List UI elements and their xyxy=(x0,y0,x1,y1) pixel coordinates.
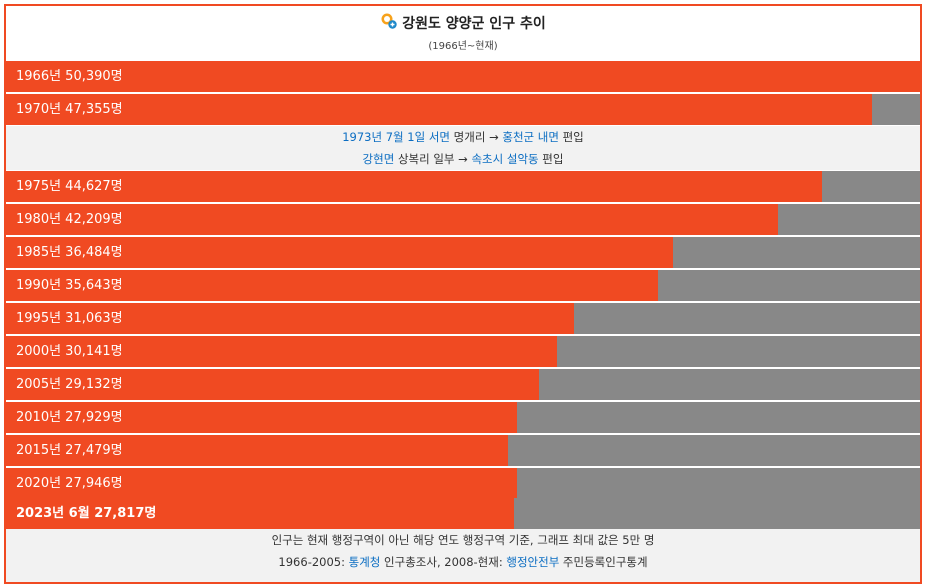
bar-label: 2015년 27,479명 xyxy=(16,443,123,458)
bar-label: 2005년 29,132명 xyxy=(16,377,123,392)
link-sokcho-seorak[interactable]: 속초시 설악동 xyxy=(471,152,539,166)
bar-row: 2015년 27,479명 xyxy=(6,435,920,466)
chart-footer: 인구는 현재 행정구역이 아닌 해당 연도 행정구역 기준, 그래프 최대 값은… xyxy=(6,529,920,582)
bar-label: 1970년 47,355명 xyxy=(16,102,123,117)
chart-header: 강원도 양양군 인구 추이 (1966년~현재) xyxy=(6,6,920,61)
bar xyxy=(6,94,872,125)
link-mois[interactable]: 행정안전부 xyxy=(506,555,560,569)
bar-label: 2000년 30,141명 xyxy=(16,344,123,359)
footer-text: 주민등록인구통계 xyxy=(559,555,648,569)
bar-label: 1985년 36,484명 xyxy=(16,245,123,260)
bar xyxy=(6,171,822,202)
bar xyxy=(6,237,673,268)
bar-label: 1990년 35,643명 xyxy=(16,278,123,293)
bar xyxy=(6,369,539,400)
bar-label: 2010년 27,929명 xyxy=(16,410,123,425)
note-text: 편입 xyxy=(538,152,564,166)
bar xyxy=(6,61,920,92)
bar xyxy=(6,402,517,433)
bar xyxy=(6,204,778,235)
bar xyxy=(6,303,574,334)
bar xyxy=(6,435,508,466)
bar-row: 1995년 31,063명 xyxy=(6,303,920,334)
bar-row: 2005년 29,132명 xyxy=(6,369,920,400)
bar-row: 1985년 36,484명 xyxy=(6,237,920,268)
note-text: 편입 xyxy=(558,130,584,144)
link-hongcheon-naemyeon[interactable]: 홍천군 내면 xyxy=(502,130,559,144)
footer-line-1: 인구는 현재 행정구역이 아닌 해당 연도 행정구역 기준, 그래프 최대 값은… xyxy=(271,533,655,547)
chart-title: 강원도 양양군 인구 추이 xyxy=(402,16,546,32)
bar xyxy=(6,468,517,499)
footer-text: 인구총조사, 2008-현재: xyxy=(380,555,507,569)
bar xyxy=(6,498,514,529)
population-chart-frame: 강원도 양양군 인구 추이 (1966년~현재) 1966년 50,390명 19… xyxy=(4,4,922,584)
bar xyxy=(6,336,557,367)
bar-row: 1980년 42,209명 xyxy=(6,204,920,235)
bar-label: 2020년 27,946명 xyxy=(16,476,123,491)
bar-label: 2023년 6월 27,817명 xyxy=(16,506,157,521)
note-text: 명개리 → xyxy=(450,130,503,144)
bar-label: 1995년 31,063명 xyxy=(16,311,123,326)
bar-label: 1980년 42,209명 xyxy=(16,212,123,227)
bar-row: 1966년 50,390명 xyxy=(6,61,920,92)
chart-subtitle: (1966년~현재) xyxy=(428,41,498,52)
bar-label: 1975년 44,627명 xyxy=(16,179,123,194)
footer-text: 1966-2005: xyxy=(278,555,349,569)
bar-row: 1990년 35,643명 xyxy=(6,270,920,301)
bar-rows: 1966년 50,390명 1970년 47,355명 1975년 44,627명 1… xyxy=(6,6,920,582)
note-text: 상복리 일부 → xyxy=(394,152,472,166)
bar xyxy=(6,270,658,301)
footer-line-2: 1966-2005: 통계청 인구총조사, 2008-현재: 행정안전부 주민등… xyxy=(6,551,920,573)
link-ganghyeon[interactable]: 강현면 xyxy=(362,152,395,166)
link-kostat[interactable]: 통계청 xyxy=(348,555,381,569)
boundary-change-note: 1973년 7월 1일 서면 명개리 → 홍천군 내면 편입 강현면 상복리 일… xyxy=(6,126,920,170)
bar-row: 2000년 30,141명 xyxy=(6,336,920,367)
bar-row: 2023년 6월 27,817명 xyxy=(6,498,920,529)
bar-row: 2020년 27,946명 xyxy=(6,468,920,499)
link-seomyeon[interactable]: 1973년 7월 1일 서면 xyxy=(342,130,451,144)
bar-label: 1966년 50,390명 xyxy=(16,69,123,84)
note-line-1: 1973년 7월 1일 서면 명개리 → 홍천군 내면 편입 xyxy=(6,126,920,148)
bar-row: 1970년 47,355명 xyxy=(6,94,920,125)
bar-row: 2010년 27,929명 xyxy=(6,402,920,433)
note-line-2: 강현면 상복리 일부 → 속초시 설악동 편입 xyxy=(6,148,920,170)
bar-row: 1975년 44,627명 xyxy=(6,171,920,202)
chart-title-row: 강원도 양양군 인구 추이 xyxy=(6,12,920,36)
search-globe-icon xyxy=(380,12,398,36)
